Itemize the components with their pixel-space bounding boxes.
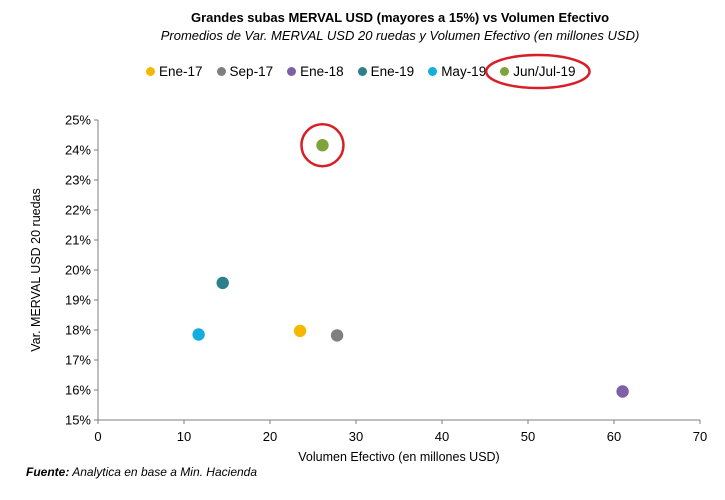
x-tick-label: 70 xyxy=(693,429,707,444)
chart-title: Grandes subas MERVAL USD (mayores a 15%)… xyxy=(190,10,610,25)
y-tick-label: 23% xyxy=(65,173,91,188)
x-tick-label: 20 xyxy=(263,429,277,444)
legend-marker xyxy=(287,67,297,76)
data-point xyxy=(330,329,344,342)
y-tick-label: 16% xyxy=(65,383,91,398)
data-point xyxy=(192,328,205,341)
x-tick-label: 30 xyxy=(349,429,363,444)
legend-label: May-19 xyxy=(441,64,487,79)
y-tick-label: 24% xyxy=(65,143,91,158)
chart-subtitle: Promedios de Var. MERVAL USD 20 ruedas y… xyxy=(160,28,640,43)
y-tick-label: 19% xyxy=(65,293,91,308)
legend-item: Jun/Jul-19 xyxy=(500,64,576,79)
legend-marker xyxy=(146,67,155,76)
legend-label: Ene-17 xyxy=(159,64,203,79)
legend-item: Ene-19 xyxy=(357,64,415,79)
legend-label: Ene-18 xyxy=(300,64,344,79)
y-tick-label: 18% xyxy=(65,323,91,338)
y-tick-label: 15% xyxy=(65,413,91,428)
x-tick-label: 60 xyxy=(607,429,621,444)
y-axis-label: Var. MERVAL USD 20 ruedas xyxy=(29,188,43,352)
x-tick-label: 0 xyxy=(94,429,101,444)
source-text: Analytica en base a Min. Hacienda xyxy=(69,465,258,479)
data-point xyxy=(616,385,629,398)
y-tick-label: 17% xyxy=(65,353,91,368)
legend-item: Sep-17 xyxy=(216,64,274,79)
highlight-circle xyxy=(300,122,345,168)
legend-marker xyxy=(357,67,367,76)
legend-marker xyxy=(500,67,510,76)
y-tick-label: 21% xyxy=(65,233,91,248)
legend-item: May-19 xyxy=(428,64,486,79)
data-point xyxy=(216,276,229,290)
x-axis-label: Volumen Efectivo (en millones USD) xyxy=(298,450,499,464)
x-tick-label: 40 xyxy=(435,429,449,444)
x-tick-label: 50 xyxy=(521,429,535,444)
data-point xyxy=(316,139,329,152)
legend-label: Sep-17 xyxy=(229,64,274,79)
source-label: Fuente: xyxy=(26,465,70,479)
y-tick-label: 25% xyxy=(65,113,91,128)
legend-item: Ene-17 xyxy=(146,64,203,79)
y-tick-label: 22% xyxy=(65,203,91,218)
legend-item: Ene-18 xyxy=(287,64,344,79)
legend-marker xyxy=(216,67,226,76)
legend: Ene-17 Sep-17 Ene-18 Ene-19 May-19 Jun/Jul-19 xyxy=(146,64,590,79)
legend-label: Ene-19 xyxy=(370,64,415,79)
data-point xyxy=(293,324,307,338)
source-note: Fuente: Analytica en base a Min. Haciend… xyxy=(26,465,257,479)
y-tick-label: 20% xyxy=(65,263,91,278)
legend-label: Jun/Jul-19 xyxy=(513,64,576,79)
x-tick-label: 10 xyxy=(177,429,191,444)
legend-marker xyxy=(428,67,438,76)
